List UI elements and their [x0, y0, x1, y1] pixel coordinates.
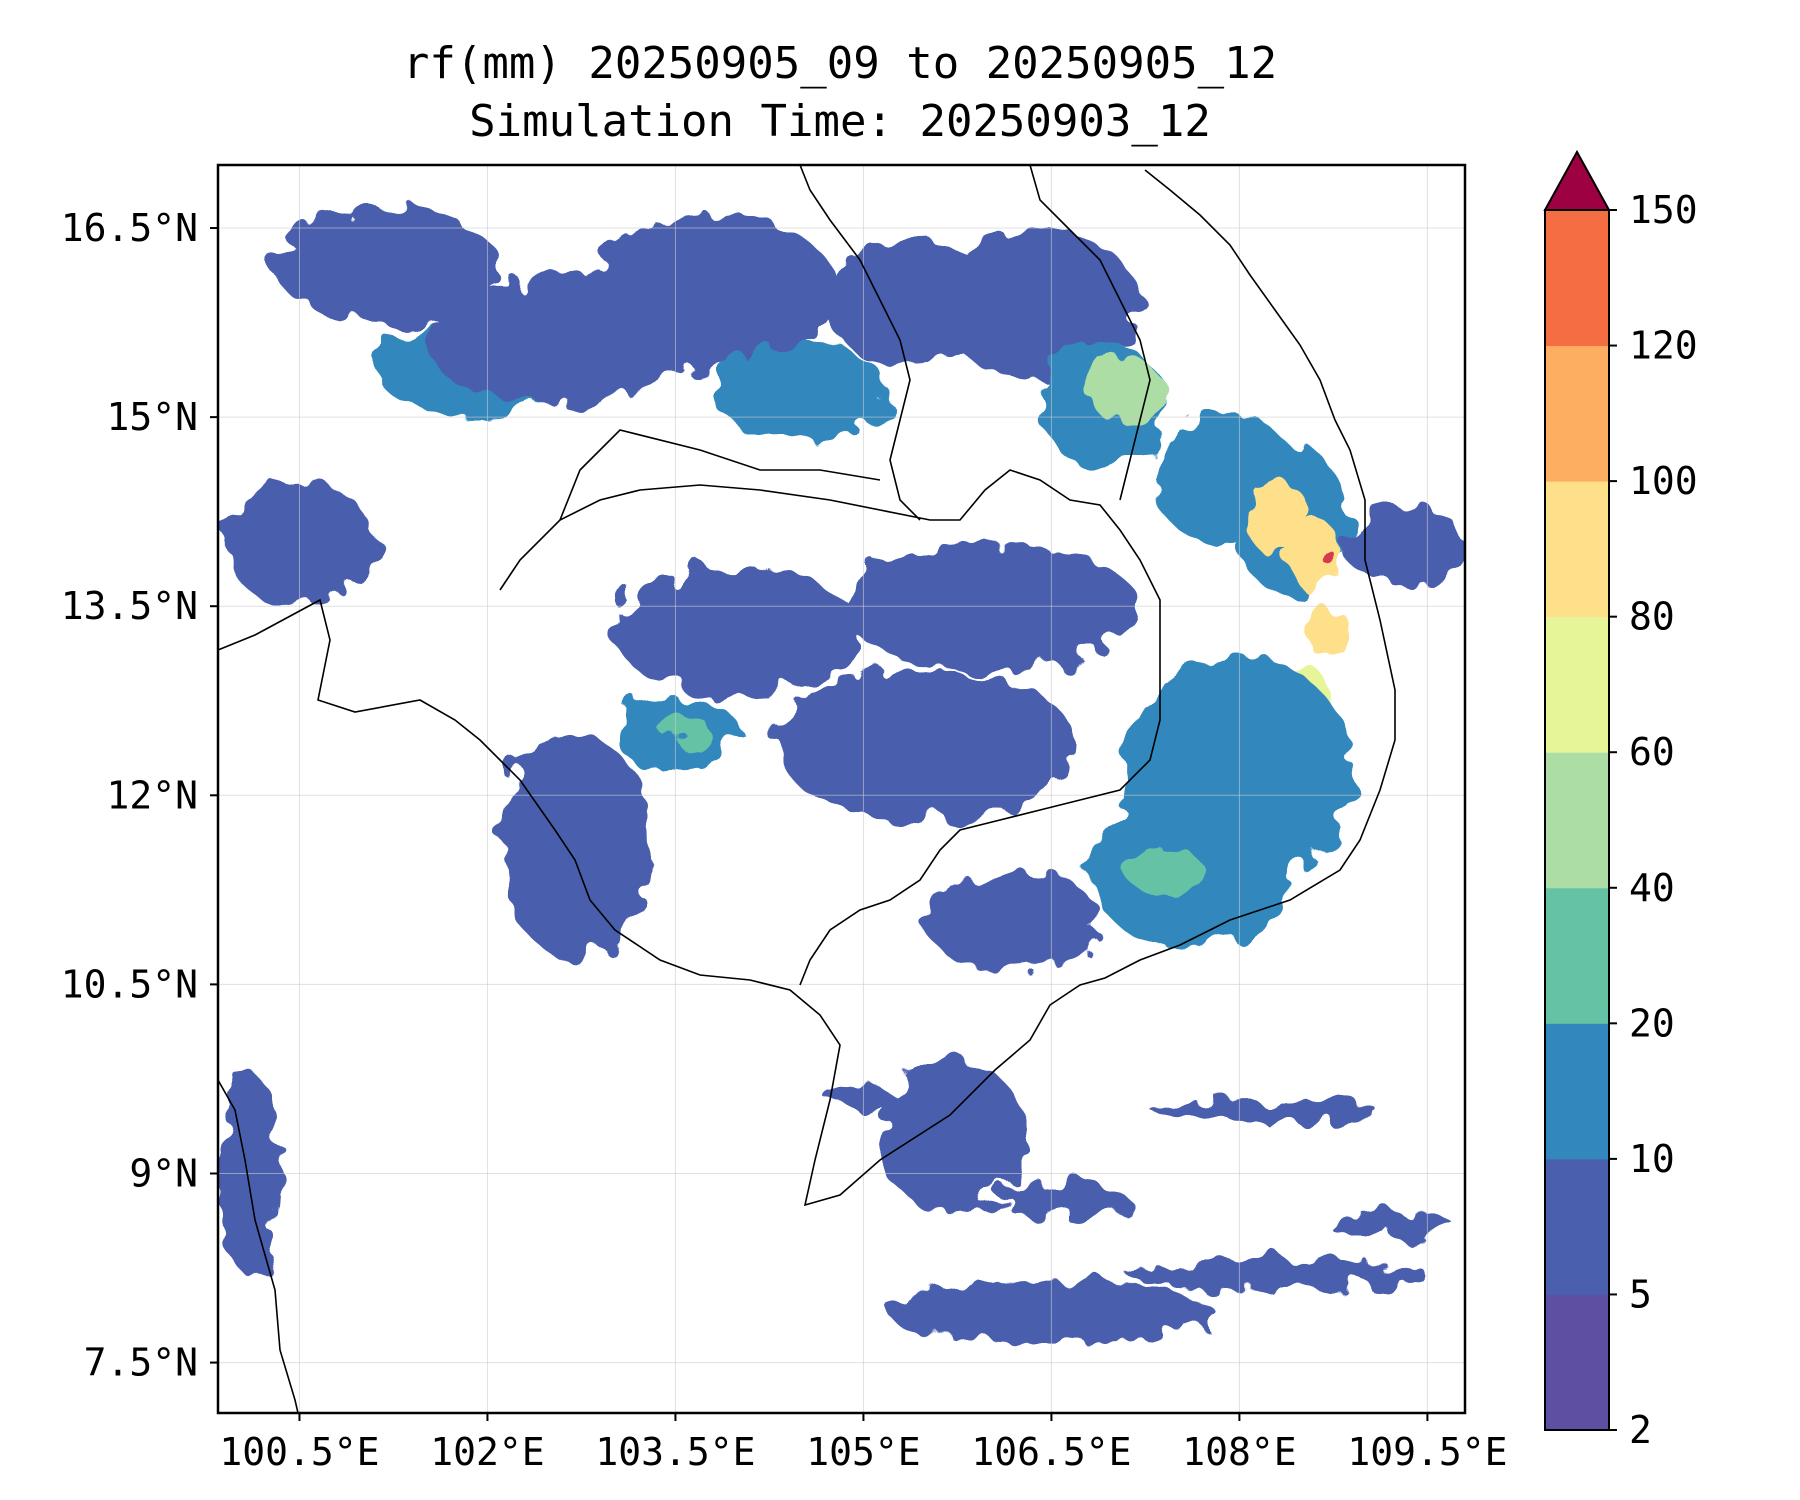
- rain-cell: [274, 209, 500, 323]
- colorbar-segment: [1545, 345, 1609, 482]
- rain-cell: [1327, 1211, 1453, 1237]
- rain-cell: [1245, 480, 1309, 556]
- colorbar: 2 5 10 20 40 60 80 100 120 150: [1543, 149, 1698, 1452]
- lon-tick-label: 106.5°E: [971, 1430, 1131, 1474]
- map-title-line1: rf(mm) 20250905_09 to 20250905_12: [402, 38, 1278, 89]
- rain-cell: [938, 228, 1140, 380]
- lat-tick-label: 13.5°N: [61, 584, 198, 628]
- colorbar-segment: [1545, 887, 1609, 1024]
- colorbar-segment: [1545, 1294, 1609, 1431]
- lon-tick-label: 109.5°E: [1347, 1430, 1507, 1474]
- colorbar-segment: [1545, 1023, 1609, 1160]
- border-thailand-laos: [559, 429, 881, 521]
- colorbar-tick-label: 20: [1629, 1001, 1675, 1045]
- lon-tick-label: 105°E: [806, 1430, 920, 1474]
- rain-cell: [1289, 517, 1340, 594]
- lon-tick-label: 103.5°E: [595, 1430, 755, 1474]
- coastline-malay-peninsula: [218, 1079, 299, 1413]
- lat-tick-label: 9°N: [129, 1151, 198, 1195]
- rain-cell: [1089, 360, 1165, 424]
- border-thailand-cambodia: [499, 469, 1161, 986]
- lat-tick-label: 7.5°N: [84, 1341, 198, 1385]
- rain-cell: [926, 870, 1102, 972]
- map-frame: [216, 163, 1467, 1415]
- rain-cell: [1302, 608, 1353, 655]
- rain-cell: [713, 341, 889, 443]
- lat-tick-label: 15°N: [106, 395, 198, 439]
- rain-cell: [499, 732, 651, 960]
- colorbar-segment: [1545, 1158, 1609, 1295]
- rain-cell: [775, 669, 1077, 821]
- colorbar-segment: [1545, 210, 1609, 347]
- colorbar-tick-label: 80: [1629, 595, 1675, 639]
- rain-cell: [1151, 1097, 1378, 1124]
- colorbar-tick-label: 10: [1629, 1137, 1675, 1181]
- border-laos-vietnam: [799, 165, 1151, 521]
- lat-tick-label: 10.5°N: [61, 962, 198, 1006]
- lon-tick-label: 102°E: [430, 1430, 544, 1474]
- colorbar-segment: [1545, 752, 1609, 889]
- colorbar-tick-label: 60: [1629, 730, 1675, 774]
- lat-tick-label: 16.5°N: [61, 206, 198, 250]
- rain-cell: [587, 215, 839, 367]
- rain-cell: [1001, 1179, 1127, 1218]
- rain-cell: [1126, 1259, 1428, 1290]
- rain-cell: [875, 1060, 1027, 1212]
- colorbar-frame: [1544, 209, 1610, 1431]
- lon-tick-label: 108°E: [1182, 1430, 1296, 1474]
- colorbar-tick-label: 2: [1629, 1408, 1652, 1452]
- rain-cell: [1126, 845, 1202, 897]
- rain-cell: [1339, 505, 1465, 581]
- colorbar-tick-label: 150: [1629, 188, 1698, 232]
- colorbar-tick-label: 40: [1629, 866, 1675, 910]
- coastline-borders: [218, 165, 1396, 1413]
- rainfall-layer: [218, 209, 1465, 1344]
- map-axes: 100.5°E 102°E 103.5°E 105°E 106.5°E 108°E 109.…: [61, 206, 1508, 1474]
- gridlines: [218, 165, 1465, 1413]
- colorbar-segment: [1545, 616, 1609, 753]
- rain-cell: [1320, 548, 1334, 564]
- lat-tick-label: 12°N: [106, 773, 198, 817]
- colorbar-tick-label: 5: [1629, 1272, 1652, 1316]
- coastline-gulf-of-thailand: [218, 169, 1396, 1207]
- colorbar-extend-arrow: [1543, 149, 1611, 211]
- colorbar-tick-label: 120: [1629, 324, 1698, 368]
- lon-tick-label: 100.5°E: [219, 1430, 379, 1474]
- rain-cell: [612, 568, 864, 695]
- map-title-line2: Simulation Time: 20250903_12: [469, 96, 1211, 147]
- colorbar-segment: [1545, 481, 1609, 618]
- rain-cell: [662, 719, 714, 745]
- colorbar-tick-label: 100: [1629, 459, 1698, 503]
